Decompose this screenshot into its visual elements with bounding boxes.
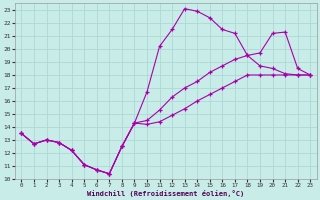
X-axis label: Windchill (Refroidissement éolien,°C): Windchill (Refroidissement éolien,°C) bbox=[87, 190, 244, 197]
